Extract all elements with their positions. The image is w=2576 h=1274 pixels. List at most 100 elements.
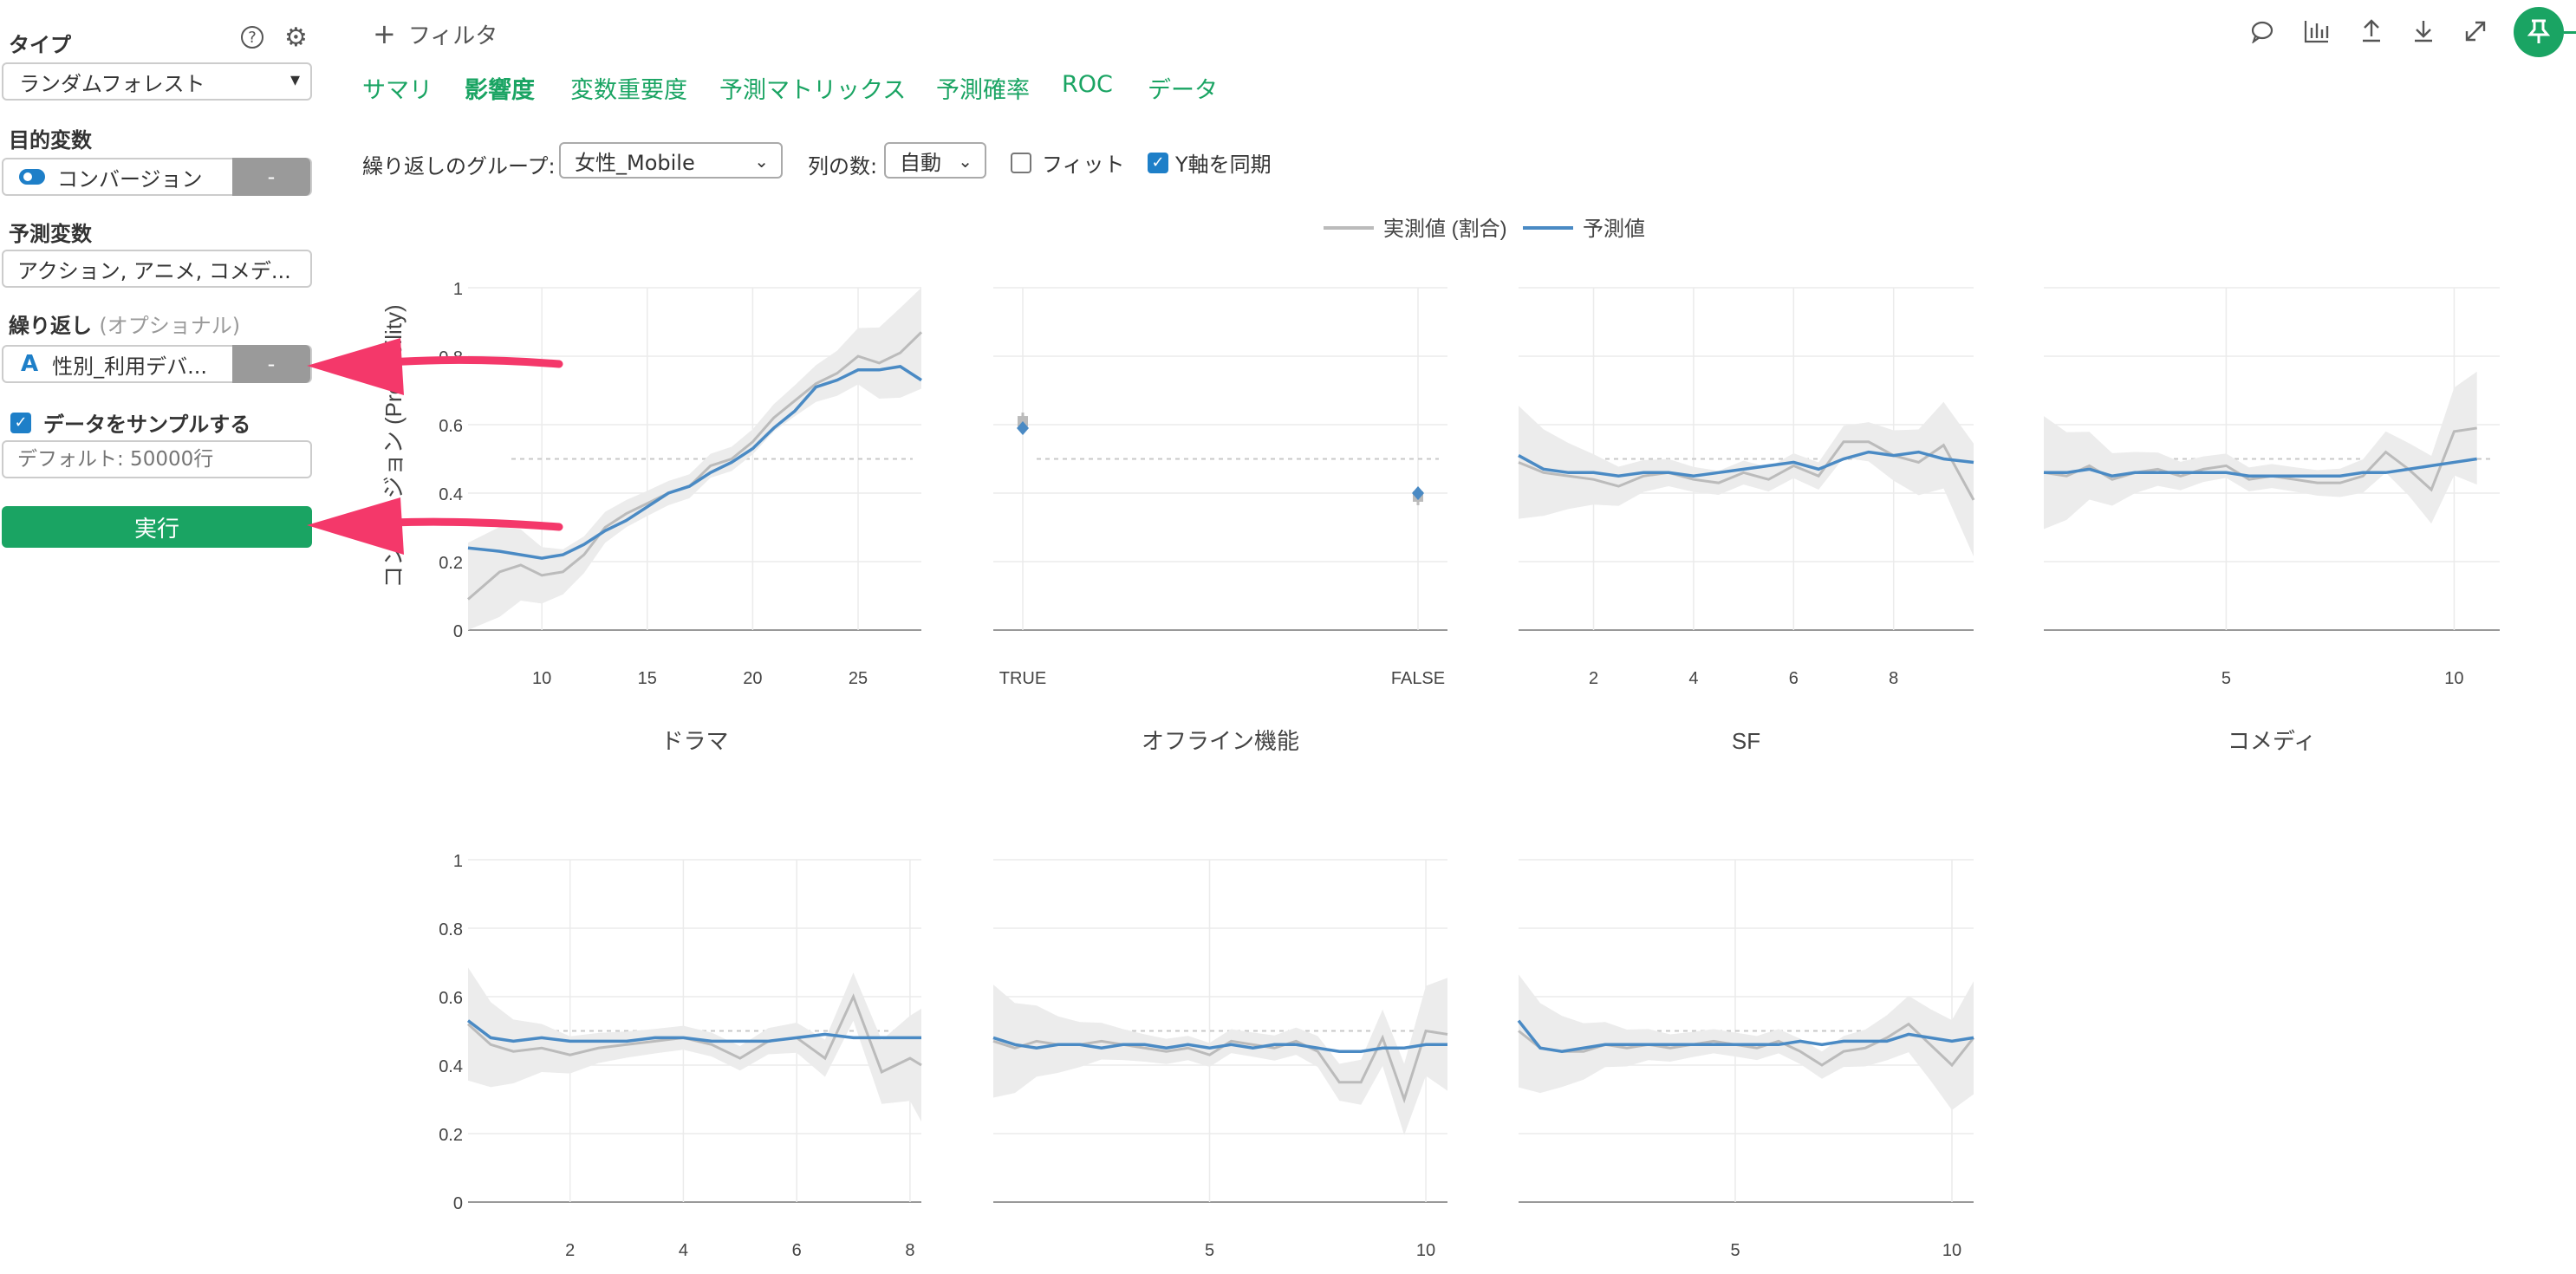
- predicted-series-line: [467, 365, 922, 560]
- panel-ドラマ: [467, 287, 923, 631]
- predicted-series-line: [1517, 1019, 1974, 1053]
- panel-title: SF: [1732, 728, 1760, 754]
- panel-SF: [1518, 287, 1975, 631]
- sync-y-label: Y軸を同期: [1175, 153, 1272, 177]
- arrow-to-repeat-field: [386, 355, 563, 368]
- predicted-series-line: [2044, 457, 2477, 478]
- add-filter-button[interactable]: + フィルタ: [373, 17, 498, 50]
- x-tick-label: 5: [1205, 1241, 1214, 1260]
- tab-4[interactable]: 予測確率: [936, 77, 1030, 104]
- x-tick-label: 10: [1416, 1241, 1435, 1260]
- group-select-value: 女性_Mobile: [575, 150, 695, 175]
- group-label: 繰り返しのグループ:: [362, 154, 556, 179]
- panel-オフライン機能: [993, 287, 1447, 631]
- legend-predicted: 予測値: [1583, 218, 1645, 241]
- arrow-head-icon: [307, 338, 404, 395]
- confidence-band: [2044, 371, 2477, 530]
- panel-5: [992, 859, 1448, 1203]
- predictor-value: アクション, アニメ, コメデ...: [17, 258, 291, 283]
- confidence-band: [468, 967, 921, 1122]
- x-tick-label: 10: [1942, 1241, 1961, 1260]
- predictor-field[interactable]: アクション, アニメ, コメデ...: [2, 250, 312, 288]
- x-tick-label: 6: [792, 1241, 802, 1260]
- repeat-remove-button[interactable]: -: [232, 345, 310, 383]
- x-tick-label: 4: [1688, 669, 1698, 688]
- tab-6[interactable]: データ: [1148, 77, 1218, 104]
- x-tick-label: 2: [565, 1241, 575, 1260]
- y-tick-label: 1: [453, 852, 463, 871]
- y-tick-label: 0.6: [439, 989, 463, 1008]
- y-tick-label: 1: [453, 280, 463, 299]
- actual-series-line: [466, 993, 922, 1074]
- plus-icon: +: [373, 17, 396, 50]
- comment-icon[interactable]: [2250, 19, 2274, 43]
- run-button[interactable]: 実行: [2, 506, 312, 548]
- pin-icon: [2527, 19, 2550, 43]
- x-tick-label: 10: [532, 669, 551, 688]
- x-tick-label: 4: [679, 1241, 688, 1260]
- tab-0[interactable]: サマリ: [362, 77, 433, 104]
- x-tick-label: 2: [1589, 669, 1598, 688]
- toggle-icon: [19, 169, 45, 185]
- actual-series-line: [2043, 426, 2477, 492]
- actual-series-line: [1518, 1022, 1975, 1068]
- arrow-to-run-button: [386, 517, 563, 531]
- download-icon[interactable]: [2411, 17, 2436, 43]
- sample-size-input[interactable]: [2, 440, 312, 478]
- tab-2[interactable]: 変数重要度: [570, 77, 687, 104]
- expand-icon[interactable]: [2463, 19, 2488, 43]
- sample-checkbox-row[interactable]: ✓ データをサンプルする: [10, 407, 250, 438]
- type-select[interactable]: ランダムフォレスト ▾: [2, 62, 312, 101]
- chart-icon[interactable]: [2304, 19, 2330, 43]
- fit-label: フィット: [1042, 153, 1125, 177]
- y-tick-label: 0.6: [439, 417, 463, 436]
- target-field[interactable]: コンバージョン -: [2, 158, 312, 196]
- x-tick-label: FALSE: [1391, 669, 1445, 688]
- type-select-value: ランダムフォレスト: [19, 71, 205, 96]
- y-tick-label: 0.8: [439, 920, 463, 939]
- x-tick-label: TRUE: [999, 669, 1046, 688]
- panel-コメディ: [2043, 287, 2500, 631]
- confidence-band: [1519, 974, 1974, 1110]
- predicted-point: [1017, 420, 1029, 435]
- checkbox-unchecked-icon[interactable]: [1011, 152, 1031, 173]
- cols-select[interactable]: 自動 ⌄: [884, 142, 986, 179]
- tab-3[interactable]: 予測マトリックス: [719, 77, 907, 104]
- repeat-label-text: 繰り返し: [9, 314, 92, 338]
- repeat-value: 性別_利用デバ...: [52, 354, 208, 379]
- x-tick-label: 5: [1730, 1241, 1740, 1260]
- help-icon[interactable]: ?: [241, 26, 263, 49]
- pin-button[interactable]: [2514, 7, 2564, 57]
- upload-icon[interactable]: [2359, 17, 2384, 43]
- text-type-icon: A: [21, 351, 39, 377]
- panel-6: [1517, 859, 1975, 1203]
- tab-1[interactable]: 影響度: [465, 77, 535, 104]
- sync-y-checkbox-row[interactable]: ✓ Y軸を同期: [1148, 147, 1272, 178]
- x-tick-label: 5: [2221, 669, 2231, 688]
- group-select[interactable]: 女性_Mobile ⌄: [559, 142, 783, 179]
- pin-indicator-line: [2564, 31, 2576, 34]
- checkbox-checked-icon[interactable]: ✓: [10, 412, 31, 433]
- chevron-down-icon: ⌄: [754, 151, 769, 172]
- checkbox-checked-icon[interactable]: ✓: [1148, 152, 1168, 173]
- filter-label: フィルタ: [407, 23, 498, 49]
- panel-4: [466, 859, 922, 1203]
- cols-select-value: 自動: [900, 150, 941, 175]
- y-tick-label: 0: [453, 622, 463, 641]
- x-tick-label: 8: [1889, 669, 1898, 688]
- tab-5[interactable]: ROC: [1062, 71, 1113, 98]
- repeat-optional: (オプショナル): [99, 314, 241, 338]
- legend-actual: 実測値 (割合): [1383, 218, 1507, 241]
- target-value: コンバージョン: [57, 166, 203, 192]
- gear-icon[interactable]: ⚙: [284, 23, 308, 53]
- caret-down-icon: ▾: [289, 69, 300, 91]
- panel-title: オフライン機能: [1142, 728, 1299, 754]
- predicted-series-line: [466, 1019, 921, 1043]
- panel-title: ドラマ: [660, 728, 728, 754]
- x-tick-label: 10: [2444, 669, 2463, 688]
- confidence-band: [993, 978, 1447, 1135]
- fit-checkbox-row[interactable]: フィット: [1011, 147, 1125, 178]
- target-remove-button[interactable]: -: [232, 158, 310, 196]
- repeat-field[interactable]: A 性別_利用デバ... -: [2, 345, 312, 383]
